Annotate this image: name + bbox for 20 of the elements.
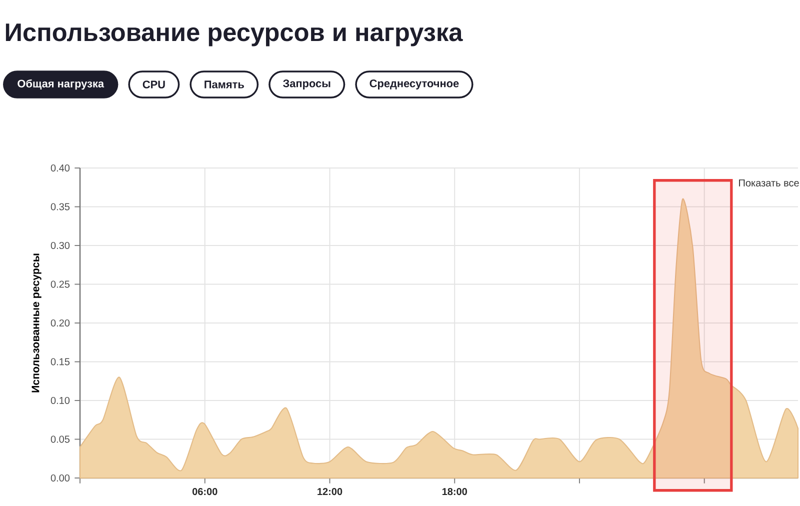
y-tick-label: 0.05: [50, 436, 70, 443]
y-tick-label: 0.15: [50, 358, 70, 366]
x-tick-label: 18:00: [442, 488, 467, 496]
y-axis-title: Использованные ресурсы: [32, 254, 42, 392]
text: Среднесуточное: [370, 80, 459, 90]
y-tick-label: 0.30: [50, 242, 70, 250]
y-tick-label: 0.35: [50, 203, 70, 210]
y-tick-label: 0.25: [50, 280, 70, 288]
text: Память: [204, 80, 244, 88]
x-tick-label: 06:00: [192, 488, 218, 496]
y-tick-label: 0.40: [50, 164, 70, 172]
text: Запросы: [283, 80, 330, 90]
annotation: Показать все: [739, 180, 799, 186]
y-tick-label: 0.20: [50, 319, 70, 327]
y-tick-label: 0.10: [50, 396, 70, 404]
chart-title: Использование ресурсов и нагрузка: [6, 24, 463, 46]
text: Общая нагрузка: [18, 79, 104, 90]
text: CPU: [142, 80, 165, 88]
x-tick-label: 12:00: [318, 488, 342, 496]
y-tick-label: 0.00: [50, 474, 70, 482]
